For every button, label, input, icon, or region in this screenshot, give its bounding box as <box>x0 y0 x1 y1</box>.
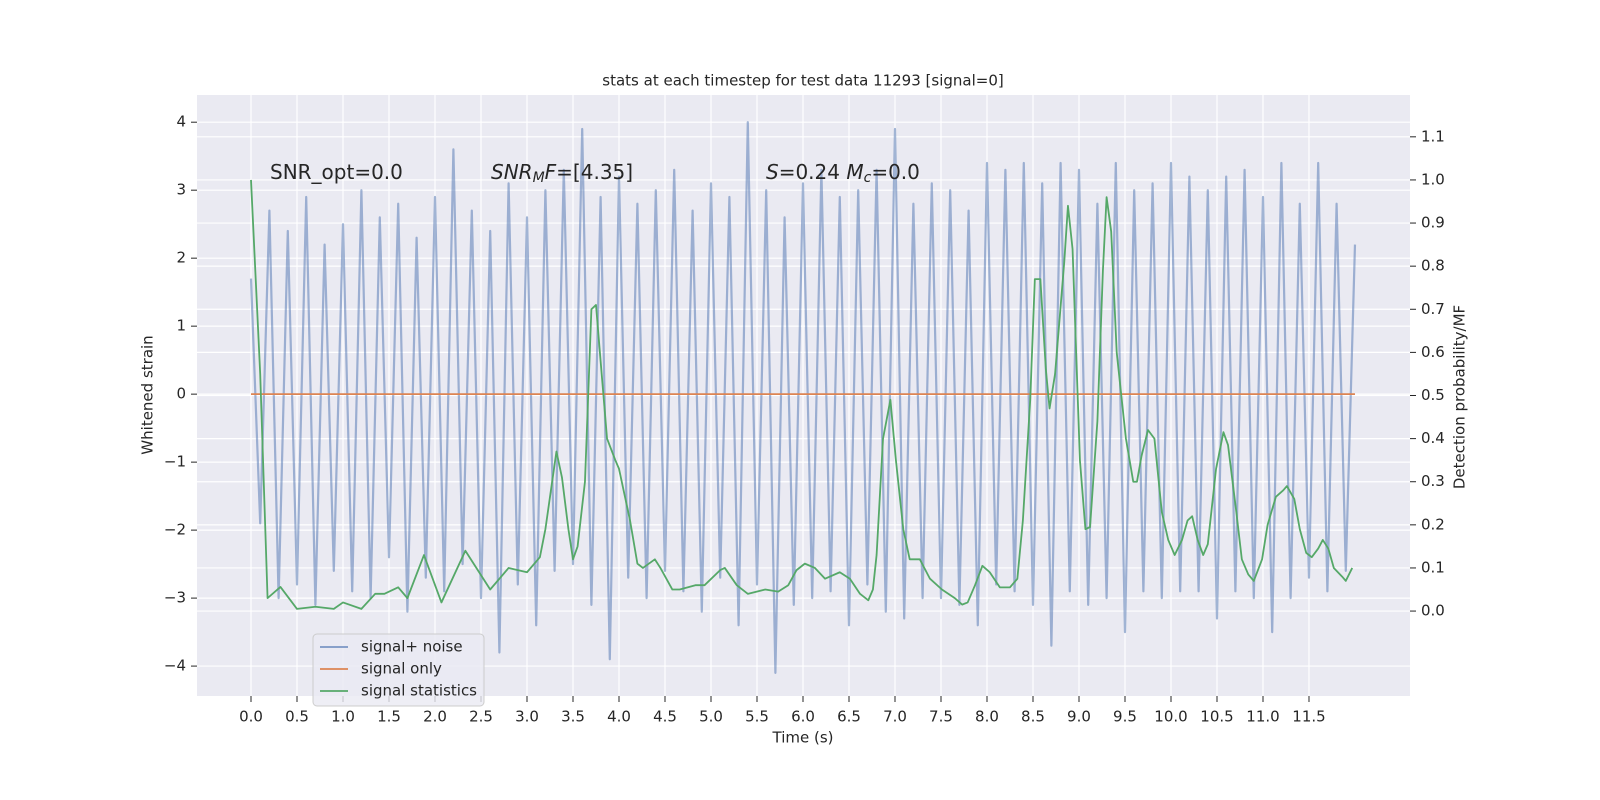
legend-label: signal+ noise <box>361 638 463 656</box>
y-tick-label: −2 <box>164 521 186 539</box>
x-tick-label: 6.5 <box>837 708 861 726</box>
annotation-part: =0.24 <box>779 160 847 184</box>
x-tick-label: 7.0 <box>883 708 907 726</box>
annotation-part: M <box>846 160 863 184</box>
y-tick-label: −4 <box>164 657 186 675</box>
annotation: SNRMF=[4.35] <box>491 160 633 187</box>
x-tick-label: 4.0 <box>607 708 631 726</box>
x-tick-label: 9.5 <box>1113 708 1137 726</box>
x-tick-label: 0.0 <box>239 708 263 726</box>
y2-tick-label: 0.1 <box>1421 558 1445 576</box>
x-tick-label: 11.0 <box>1246 708 1279 726</box>
x-tick-label: 11.5 <box>1292 708 1325 726</box>
x-tick-label: 0.5 <box>285 708 309 726</box>
legend-label: signal only <box>361 660 442 678</box>
annotations: SNR_opt=0.0 SNRMF=[4.35] S=0.24 Mc=0.0 <box>270 160 920 187</box>
annotation-part: SNR_opt=0.0 <box>270 160 403 184</box>
x-tick-label: 1.5 <box>377 708 401 726</box>
y2-tick-label: 1.1 <box>1421 127 1445 145</box>
y2-tick-label: 0.6 <box>1421 343 1445 361</box>
annotation-part: SNR <box>491 160 533 184</box>
x-tick-label: 4.5 <box>653 708 677 726</box>
axes: 0.0 0.5 1.0 1.5 2.0 2.5 3.0 3.5 4.0 4.5 5.0 5.5 6.0 6… <box>164 113 1445 726</box>
y2-tick-label: 0.2 <box>1421 515 1445 533</box>
y-tick-label: 2 <box>176 249 186 267</box>
annotation-part: F <box>545 160 557 184</box>
legend-box <box>312 633 485 707</box>
x-tick-label: 1.0 <box>331 708 355 726</box>
y2-axis-label: Detection probability/MF <box>1451 305 1469 489</box>
y2-tick-label: 0.9 <box>1421 214 1445 232</box>
series-layer <box>249 121 1357 674</box>
y-tick-label: −3 <box>164 589 186 607</box>
x-tick-label: 8.5 <box>1021 708 1045 726</box>
y2-tick-label: 0.0 <box>1421 602 1445 620</box>
x-tick-label: 10.5 <box>1200 708 1233 726</box>
annotation-part: M <box>533 170 545 186</box>
y-tick-label: 0 <box>176 385 186 403</box>
annotation: S=0.24 Mc=0.0 <box>766 160 920 187</box>
y-tick-label: 3 <box>176 181 186 199</box>
annotation: SNR_opt=0.0 <box>270 160 403 184</box>
x-tick-label: 5.0 <box>699 708 723 726</box>
legend-label: signal statistics <box>361 682 477 700</box>
y2-tick-label: 0.3 <box>1421 472 1445 490</box>
annotation-part: c <box>864 170 872 186</box>
y2-tick-label: 1.0 <box>1421 170 1445 188</box>
series-line <box>250 179 1354 610</box>
x-tick-label: 2.0 <box>423 708 447 726</box>
y-tick-label: −1 <box>164 453 186 471</box>
annotation-part: =0.0 <box>871 160 920 184</box>
y2-tick-label: 0.8 <box>1421 257 1445 275</box>
chart-title: stats at each timestep for test data 112… <box>602 72 1003 90</box>
y2-tick-label: 0.4 <box>1421 429 1445 447</box>
x-tick-label: 6.0 <box>791 708 815 726</box>
legend: signal+ noise signal only signal statistic… <box>312 633 485 707</box>
y-tick-label: 1 <box>176 317 186 335</box>
x-tick-label: 5.5 <box>745 708 769 726</box>
annotation-part: S <box>766 160 779 184</box>
y-tick-label: 4 <box>176 113 186 131</box>
annotation-part: =[4.35] <box>556 160 633 184</box>
x-tick-label: 10.0 <box>1154 708 1187 726</box>
y-axis-label: Whitened strain <box>139 335 157 454</box>
y2-tick-label: 0.7 <box>1421 300 1445 318</box>
x-tick-label: 7.5 <box>929 708 953 726</box>
x-tick-label: 8.0 <box>975 708 999 726</box>
y2-tick-label: 0.5 <box>1421 386 1445 404</box>
x-axis-label: Time (s) <box>772 729 834 747</box>
x-tick-label: 3.0 <box>515 708 539 726</box>
x-tick-label: 2.5 <box>469 708 493 726</box>
x-tick-label: 9.0 <box>1067 708 1091 726</box>
series-line <box>249 121 1357 674</box>
x-tick-label: 3.5 <box>561 708 585 726</box>
